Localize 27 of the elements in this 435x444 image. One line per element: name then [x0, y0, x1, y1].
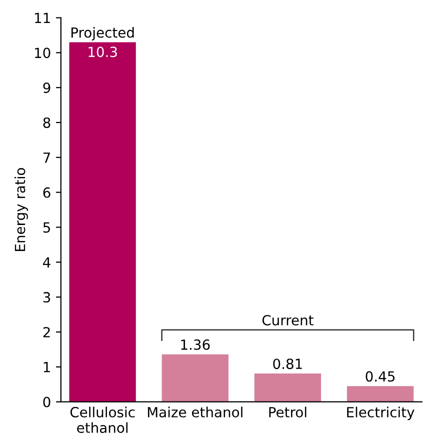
bar — [162, 354, 228, 402]
x-tick-label: Petrol — [269, 406, 306, 418]
y-tick-label: 7 — [43, 152, 50, 163]
y-axis-title: Energy ratio — [14, 168, 28, 251]
x-tick-label: Electricity — [347, 406, 414, 420]
y-tick-label: 1 — [44, 362, 50, 372]
data-label: 0.45 — [366, 371, 395, 382]
y-tick-label: 0 — [43, 396, 50, 408]
y-tick-label: 10 — [35, 48, 50, 58]
y-tick-label: 2 — [43, 326, 50, 338]
bar — [254, 374, 322, 402]
y-tick-label: 8 — [43, 117, 50, 128]
data-label: 10.3 — [88, 46, 117, 58]
data-label: 1.36 — [181, 339, 210, 350]
x-tick-label: Cellulosic ethanol — [70, 406, 135, 433]
y-tick-label: 11 — [35, 12, 50, 24]
y-tick-label: 9 — [43, 82, 50, 94]
y-tick-label: 6 — [43, 187, 50, 198]
y-tick-label: 3 — [43, 292, 50, 303]
annotation: Current — [262, 314, 314, 326]
bar — [346, 386, 414, 402]
annotation: Projected — [71, 27, 134, 40]
data-label: 0.81 — [273, 358, 302, 370]
y-tick-label: 4 — [43, 257, 50, 268]
bar — [69, 42, 136, 402]
x-tick-label: Maize ethanol — [148, 406, 242, 418]
y-tick-label: 5 — [43, 222, 50, 233]
